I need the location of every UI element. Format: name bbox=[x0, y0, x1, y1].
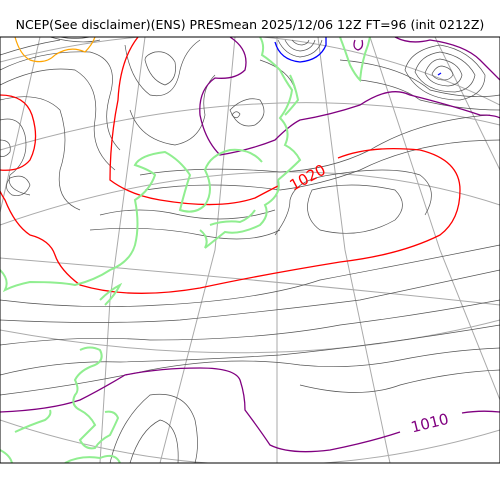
isobar bbox=[0, 68, 116, 171]
coastline-segment bbox=[72, 346, 120, 450]
coastline-segment bbox=[199, 179, 280, 249]
coastline-segment bbox=[284, 74, 300, 116]
isobar-1010 bbox=[0, 37, 500, 453]
graticule-parallel bbox=[0, 102, 500, 151]
graticule-parallel bbox=[0, 419, 500, 463]
graticule-parallel bbox=[0, 319, 500, 354]
map-title: NCEP(See disclaimer)(ENS) PRESmean 2025/… bbox=[15, 17, 485, 32]
isobar bbox=[0, 139, 11, 157]
isobar bbox=[6, 175, 31, 196]
graticule-parallel bbox=[0, 37, 500, 106]
coastline-segment bbox=[0, 148, 263, 293]
map-background bbox=[0, 37, 500, 463]
isobar bbox=[109, 393, 198, 463]
isobar bbox=[339, 59, 500, 98]
isobar bbox=[0, 347, 500, 396]
isobar-1020-line bbox=[0, 94, 37, 171]
graticule-meridian bbox=[317, 37, 391, 463]
isobar bbox=[0, 96, 81, 211]
isobar bbox=[0, 269, 500, 323]
isobar bbox=[404, 44, 486, 101]
isobar bbox=[49, 37, 101, 43]
isobar bbox=[89, 227, 281, 240]
map-frame bbox=[0, 36, 500, 464]
isobar bbox=[229, 98, 265, 127]
isobar-1010-line bbox=[0, 367, 401, 453]
graticule-meridian bbox=[369, 37, 500, 401]
coastline-segment bbox=[339, 37, 371, 83]
isobar bbox=[299, 369, 500, 393]
isobar bbox=[307, 184, 403, 234]
isobar bbox=[139, 114, 491, 176]
isobar bbox=[129, 74, 216, 146]
graticule-meridian bbox=[434, 37, 500, 171]
isobar bbox=[291, 39, 310, 46]
isobar-1020-line bbox=[0, 147, 461, 294]
graticule bbox=[0, 37, 500, 463]
isobar bbox=[0, 39, 61, 56]
isobar bbox=[0, 299, 500, 346]
graticule-meridian bbox=[0, 37, 41, 215]
coastline-segment bbox=[64, 454, 121, 463]
isobar bbox=[0, 118, 31, 196]
coastline-segment bbox=[0, 449, 13, 463]
isobar-1020-line bbox=[109, 37, 279, 206]
graticule-parallel bbox=[0, 171, 500, 226]
isobar bbox=[129, 419, 179, 463]
isobar bbox=[414, 51, 476, 93]
isobar bbox=[124, 39, 201, 97]
isobar bbox=[284, 39, 316, 52]
isobar-low-line bbox=[437, 72, 442, 76]
graticule-parallel bbox=[0, 257, 500, 306]
isobar bbox=[424, 58, 463, 87]
isobar bbox=[144, 51, 176, 86]
isobar bbox=[231, 111, 241, 119]
isobar-low-line bbox=[274, 37, 327, 63]
isobar-high bbox=[14, 37, 96, 63]
graticule-meridian bbox=[159, 37, 236, 463]
isobar bbox=[0, 324, 500, 376]
isobar bbox=[0, 51, 121, 151]
isobar bbox=[0, 244, 500, 308]
isobar bbox=[274, 169, 432, 236]
minor-isobars bbox=[0, 37, 500, 463]
isobar bbox=[359, 79, 500, 111]
coastline bbox=[0, 37, 371, 463]
isobar-1010-line bbox=[394, 37, 500, 81]
isobar bbox=[277, 39, 323, 58]
isobar-1010-line bbox=[199, 37, 500, 156]
isobar-1010-line bbox=[353, 39, 364, 51]
isobar-high-line bbox=[14, 37, 96, 63]
low-pressure-center bbox=[274, 37, 442, 76]
isobar-1020 bbox=[0, 37, 461, 294]
coastline-segment bbox=[209, 209, 256, 226]
coastline-segment bbox=[14, 409, 52, 433]
coastline-segment bbox=[259, 37, 302, 181]
coastline-segment bbox=[99, 282, 123, 306]
isobar-1010-line bbox=[461, 410, 500, 414]
isobar bbox=[431, 65, 454, 81]
